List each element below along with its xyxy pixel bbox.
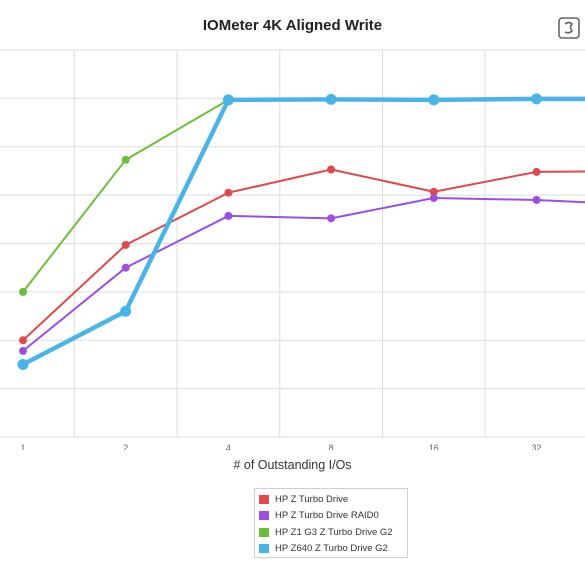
data-point <box>19 346 27 355</box>
data-point <box>224 188 233 197</box>
site-logo-icon <box>558 17 580 39</box>
x-tick-label: 32 <box>531 443 541 450</box>
series-line <box>22 197 585 352</box>
x-axis-label: # of Outstanding I/Os <box>233 458 352 472</box>
series-line <box>20 96 585 367</box>
data-point <box>224 211 233 220</box>
x-tick-label: 8 <box>329 443 334 450</box>
legend-label: HP Z1 G3 Z Turbo Drive G2 <box>275 526 393 538</box>
data-point <box>19 287 27 296</box>
data-point <box>327 165 336 174</box>
data-point <box>428 94 440 106</box>
data-point <box>327 214 336 223</box>
plot-area: 1 2 4 8 16 32 <box>0 49 585 450</box>
data-point <box>121 263 130 272</box>
data-point <box>121 155 130 164</box>
x-tick-label: 1 <box>20 443 25 450</box>
legend-swatch <box>259 527 269 537</box>
legend-label: HP Z Turbo Drive RAID0 <box>275 510 379 522</box>
legend-item: HP Z640 Z Turbo Drive G2 <box>259 541 407 558</box>
legend-item: HP Z Turbo Drive RAID0 <box>259 508 407 525</box>
data-point <box>325 93 337 105</box>
data-point <box>429 187 438 196</box>
data-point <box>19 336 27 345</box>
x-tick-label: 16 <box>429 443 439 450</box>
data-point <box>531 93 542 105</box>
x-tick-label: 2 <box>123 443 128 450</box>
data-point <box>429 194 438 203</box>
data-point <box>121 240 130 249</box>
data-point <box>120 305 132 317</box>
legend-item: HP Z Turbo Drive <box>259 491 407 508</box>
data-point <box>532 195 541 204</box>
legend-label: HP Z640 Z Turbo Drive G2 <box>275 543 388 555</box>
legend-swatch <box>259 511 269 521</box>
legend-item: HP Z1 G3 Z Turbo Drive G2 <box>259 524 407 541</box>
data-point <box>532 167 541 176</box>
data-point <box>222 94 234 106</box>
legend-swatch <box>259 544 269 554</box>
legend-label: HP Z Turbo Drive <box>275 493 349 505</box>
chart-title: IOMeter 4K Aligned Write <box>202 17 383 34</box>
data-point <box>17 358 29 370</box>
x-tick-label: 4 <box>226 443 231 450</box>
legend-swatch <box>259 494 269 504</box>
legend: HP Z Turbo Drive HP Z Turbo Drive RAID0 HP… <box>254 488 408 558</box>
